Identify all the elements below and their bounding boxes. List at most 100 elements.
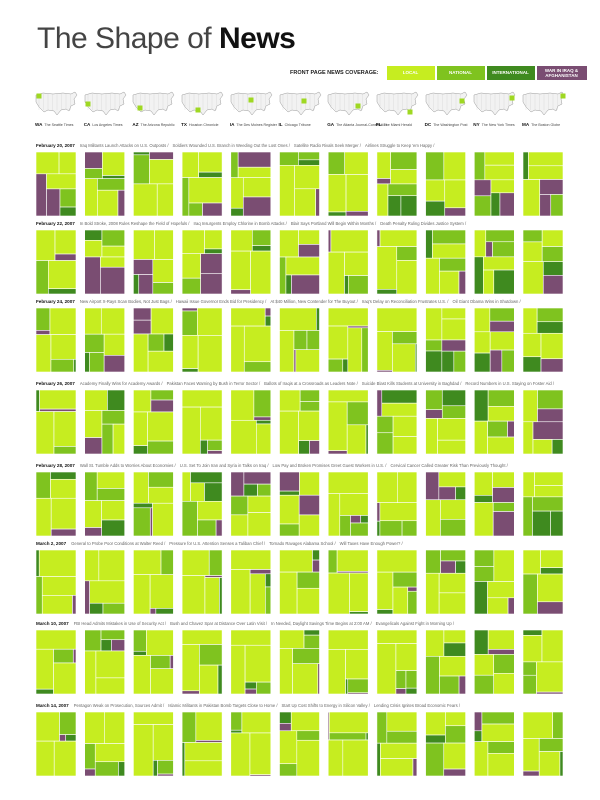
front-page-treemap — [522, 389, 564, 455]
story-block — [490, 179, 515, 194]
story-block — [149, 574, 174, 609]
row-headline: Will Taxes Have Enough Power? / — [339, 541, 403, 546]
paper-dc: DC The Washington Post — [423, 88, 470, 134]
story-block — [84, 629, 102, 652]
story-block — [438, 592, 466, 615]
story-block — [294, 188, 316, 217]
story-block — [247, 495, 272, 513]
story-block — [425, 572, 440, 615]
front-page-treemap — [473, 549, 515, 615]
story-block — [48, 260, 77, 290]
front-page-treemap — [230, 629, 272, 695]
story-block — [328, 732, 367, 741]
front-page-treemap — [230, 307, 272, 373]
story-block — [438, 486, 456, 501]
front-page-treemap — [181, 389, 223, 455]
story-block — [445, 725, 466, 744]
story-block — [101, 519, 125, 537]
story-block — [540, 549, 564, 568]
story-block — [440, 519, 466, 537]
story-block — [473, 389, 489, 422]
story-block — [199, 664, 219, 695]
front-page-treemap — [84, 229, 125, 295]
paper-label: CA Los Angeles Times — [84, 122, 123, 127]
story-block — [425, 734, 446, 744]
story-block — [35, 334, 52, 373]
story-block — [84, 240, 103, 258]
front-page-treemap — [473, 389, 515, 455]
row-headline: In Needed, Daylight Savings Time Begins … — [271, 621, 372, 626]
story-block — [50, 478, 77, 499]
story-block — [528, 151, 564, 167]
story-block — [200, 273, 223, 295]
story-block — [59, 711, 77, 735]
story-block — [200, 406, 223, 441]
story-block — [492, 241, 515, 258]
story-block — [84, 256, 101, 295]
newspaper-map-row: WA The Seattle Times CA Los Angeles Times AZ… — [33, 88, 583, 134]
story-block — [50, 358, 75, 373]
us-map-icon — [327, 91, 370, 116]
story-block — [443, 151, 466, 181]
story-block — [345, 174, 369, 212]
story-block — [350, 522, 369, 537]
story-block — [195, 740, 223, 743]
story-block — [279, 523, 300, 537]
date-row: February 26, 2007 Academy Finally Wins fo… — [36, 381, 584, 388]
paper-label: AZ The Arizona Republic — [132, 122, 174, 127]
story-block — [279, 730, 298, 765]
front-page-treemap — [35, 151, 77, 217]
story-block — [243, 325, 272, 363]
row-headline: General to Probe Poor Conditions at Walt… — [71, 541, 166, 546]
story-block — [84, 768, 96, 777]
story-block — [316, 307, 320, 331]
story-block — [412, 758, 418, 777]
story-block — [292, 663, 319, 695]
story-block — [253, 389, 272, 418]
story-block — [522, 229, 543, 243]
story-block — [181, 368, 199, 373]
front-page-treemap — [425, 711, 466, 777]
story-block — [190, 482, 205, 502]
story-block — [425, 742, 445, 777]
story-block — [440, 549, 466, 562]
story-block — [279, 330, 295, 373]
story-block — [133, 151, 150, 156]
story-block — [473, 741, 489, 777]
us-map-icon — [425, 91, 467, 116]
story-block — [181, 177, 190, 217]
story-block — [392, 436, 418, 455]
paper-label: IA The Des Moines Register — [230, 122, 277, 127]
story-block — [198, 151, 223, 173]
story-block — [53, 740, 77, 777]
story-block — [39, 389, 77, 410]
story-block — [100, 639, 112, 652]
story-block — [147, 350, 174, 373]
us-map-icon — [376, 91, 419, 116]
story-block — [309, 440, 320, 455]
story-block — [230, 307, 266, 327]
story-block — [50, 334, 77, 360]
story-block — [133, 333, 149, 373]
story-block — [72, 648, 77, 664]
story-block — [292, 648, 320, 665]
legend-war: WAR IN IRAQ & AFGHANISTAN — [536, 65, 587, 80]
story-block — [303, 634, 320, 649]
story-block — [345, 210, 369, 217]
story-block — [156, 183, 174, 217]
story-block — [400, 195, 418, 217]
story-block — [230, 419, 257, 455]
story-block — [97, 178, 125, 191]
us-map-icon — [84, 91, 126, 116]
story-block — [54, 253, 77, 261]
story-block — [484, 151, 515, 166]
story-block — [230, 629, 272, 646]
row-headline: Suicide Blast Kills Students at Universi… — [361, 381, 462, 386]
story-block — [507, 420, 515, 438]
story-block — [247, 512, 272, 537]
story-block — [35, 173, 47, 217]
row-headline: Start Up Cost Shifts to Energy in Silico… — [281, 703, 370, 708]
story-block — [425, 339, 443, 352]
story-block — [101, 410, 125, 425]
row-headline: Lending Crisis Ignites Broad Economic Fe… — [373, 703, 460, 708]
